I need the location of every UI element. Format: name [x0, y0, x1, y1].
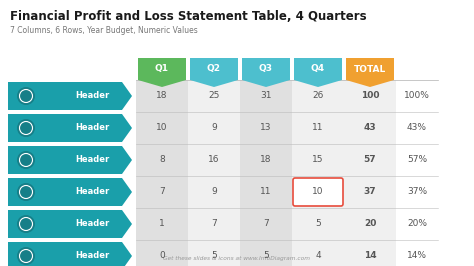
- Text: Header: Header: [75, 123, 109, 132]
- Text: 5: 5: [211, 251, 217, 260]
- Text: 14: 14: [364, 251, 376, 260]
- Text: 57: 57: [364, 156, 376, 164]
- Text: 5: 5: [315, 219, 321, 228]
- Bar: [188, 80, 240, 266]
- Text: 18: 18: [156, 92, 168, 101]
- Text: 26: 26: [312, 92, 324, 101]
- Polygon shape: [138, 58, 186, 87]
- Text: 37: 37: [364, 188, 376, 197]
- Text: 43%: 43%: [407, 123, 427, 132]
- Text: 7: 7: [263, 219, 269, 228]
- Text: 11: 11: [260, 188, 272, 197]
- Circle shape: [17, 119, 35, 137]
- Text: 11: 11: [312, 123, 324, 132]
- Text: Q4: Q4: [311, 64, 325, 73]
- Text: 100%: 100%: [404, 92, 430, 101]
- Circle shape: [17, 87, 35, 105]
- Text: 9: 9: [211, 123, 217, 132]
- Polygon shape: [8, 210, 132, 238]
- Text: 16: 16: [208, 156, 220, 164]
- Text: Header: Header: [75, 156, 109, 164]
- Polygon shape: [294, 58, 342, 87]
- Text: 8: 8: [159, 156, 165, 164]
- Text: Get these slides & icons at www.InfoDiagram.com: Get these slides & icons at www.InfoDiag…: [164, 256, 310, 261]
- Text: 10: 10: [156, 123, 168, 132]
- Text: 5: 5: [263, 251, 269, 260]
- Text: Header: Header: [75, 219, 109, 228]
- Text: 20: 20: [364, 219, 376, 228]
- Text: 31: 31: [260, 92, 272, 101]
- Text: 7 Columns, 6 Rows, Year Budget, Numeric Values: 7 Columns, 6 Rows, Year Budget, Numeric …: [10, 26, 198, 35]
- FancyBboxPatch shape: [293, 178, 343, 206]
- Text: 37%: 37%: [407, 188, 427, 197]
- Text: 14%: 14%: [407, 251, 427, 260]
- Circle shape: [17, 183, 35, 201]
- Circle shape: [17, 151, 35, 169]
- Text: 7: 7: [159, 188, 165, 197]
- Text: 20%: 20%: [407, 219, 427, 228]
- Text: 1: 1: [159, 219, 165, 228]
- Text: 4: 4: [315, 251, 321, 260]
- Text: 25: 25: [208, 92, 219, 101]
- Polygon shape: [8, 82, 132, 110]
- Bar: [240, 80, 292, 266]
- Text: Q3: Q3: [259, 64, 273, 73]
- Text: 7: 7: [211, 219, 217, 228]
- Circle shape: [17, 215, 35, 233]
- Text: 57%: 57%: [407, 156, 427, 164]
- Polygon shape: [8, 114, 132, 142]
- Text: Q1: Q1: [155, 64, 169, 73]
- Polygon shape: [8, 242, 132, 266]
- Text: Header: Header: [75, 251, 109, 260]
- Bar: [292, 80, 344, 266]
- Text: 100: 100: [361, 92, 379, 101]
- Text: Header: Header: [75, 92, 109, 101]
- Text: Q2: Q2: [207, 64, 221, 73]
- Polygon shape: [346, 58, 394, 87]
- Circle shape: [17, 247, 35, 265]
- Polygon shape: [8, 178, 132, 206]
- Text: 13: 13: [260, 123, 272, 132]
- Text: 43: 43: [364, 123, 376, 132]
- Text: Financial Profit and Loss Statement Table, 4 Quarters: Financial Profit and Loss Statement Tabl…: [10, 10, 366, 23]
- Polygon shape: [190, 58, 238, 87]
- Text: 10: 10: [312, 188, 324, 197]
- Text: 9: 9: [211, 188, 217, 197]
- Text: Header: Header: [75, 188, 109, 197]
- Text: 0: 0: [159, 251, 165, 260]
- Polygon shape: [242, 58, 290, 87]
- Text: 18: 18: [260, 156, 272, 164]
- Text: TOTAL: TOTAL: [354, 64, 386, 73]
- Polygon shape: [8, 146, 132, 174]
- Bar: [344, 80, 396, 266]
- Bar: [136, 80, 188, 266]
- Text: 15: 15: [312, 156, 324, 164]
